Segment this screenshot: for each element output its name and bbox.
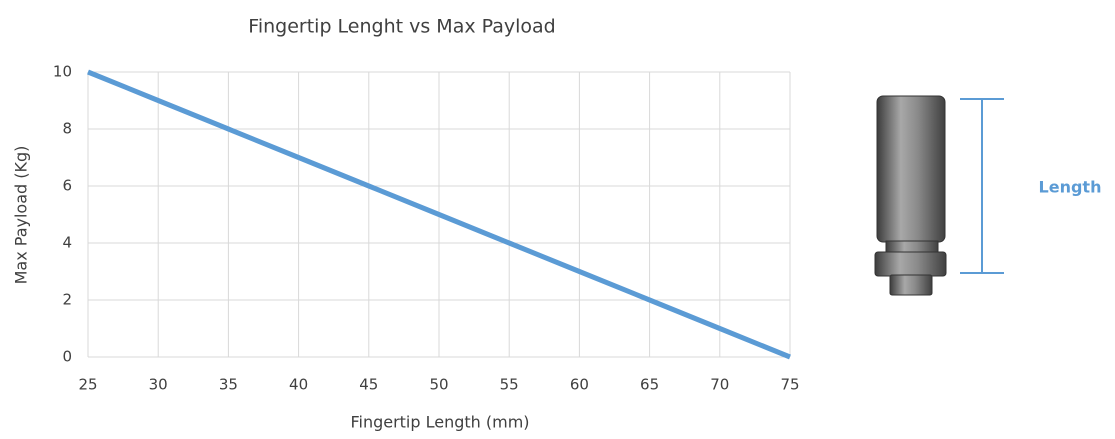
x-tick-label: 25	[78, 376, 97, 394]
x-tick-label: 70	[710, 376, 729, 394]
x-axis-label: Fingertip Length (mm)	[350, 413, 529, 432]
x-tick-label: 50	[429, 376, 448, 394]
length-annotation: Length	[1039, 178, 1102, 197]
y-tick-label: 10	[53, 63, 72, 81]
y-tick-label: 2	[62, 291, 72, 309]
y-tick-label: 0	[62, 348, 72, 366]
chart-title: Fingertip Lenght vs Max Payload	[248, 16, 555, 38]
x-tick-label: 40	[289, 376, 308, 394]
x-tick-label: 35	[219, 376, 238, 394]
x-tick-label: 45	[359, 376, 378, 394]
x-tick-label: 30	[149, 376, 168, 394]
y-tick-label: 4	[62, 234, 72, 252]
x-tick-label: 55	[500, 376, 519, 394]
data-line	[87, 69, 791, 360]
x-tick-label: 65	[640, 376, 659, 394]
fingertip-illustration	[874, 95, 1004, 296]
x-tick-label: 75	[780, 376, 799, 394]
y-tick-label: 8	[62, 120, 72, 138]
y-tick-label: 6	[62, 177, 72, 195]
x-tick-label: 60	[570, 376, 589, 394]
y-axis-label: Max Payload (Kg)	[12, 146, 31, 285]
